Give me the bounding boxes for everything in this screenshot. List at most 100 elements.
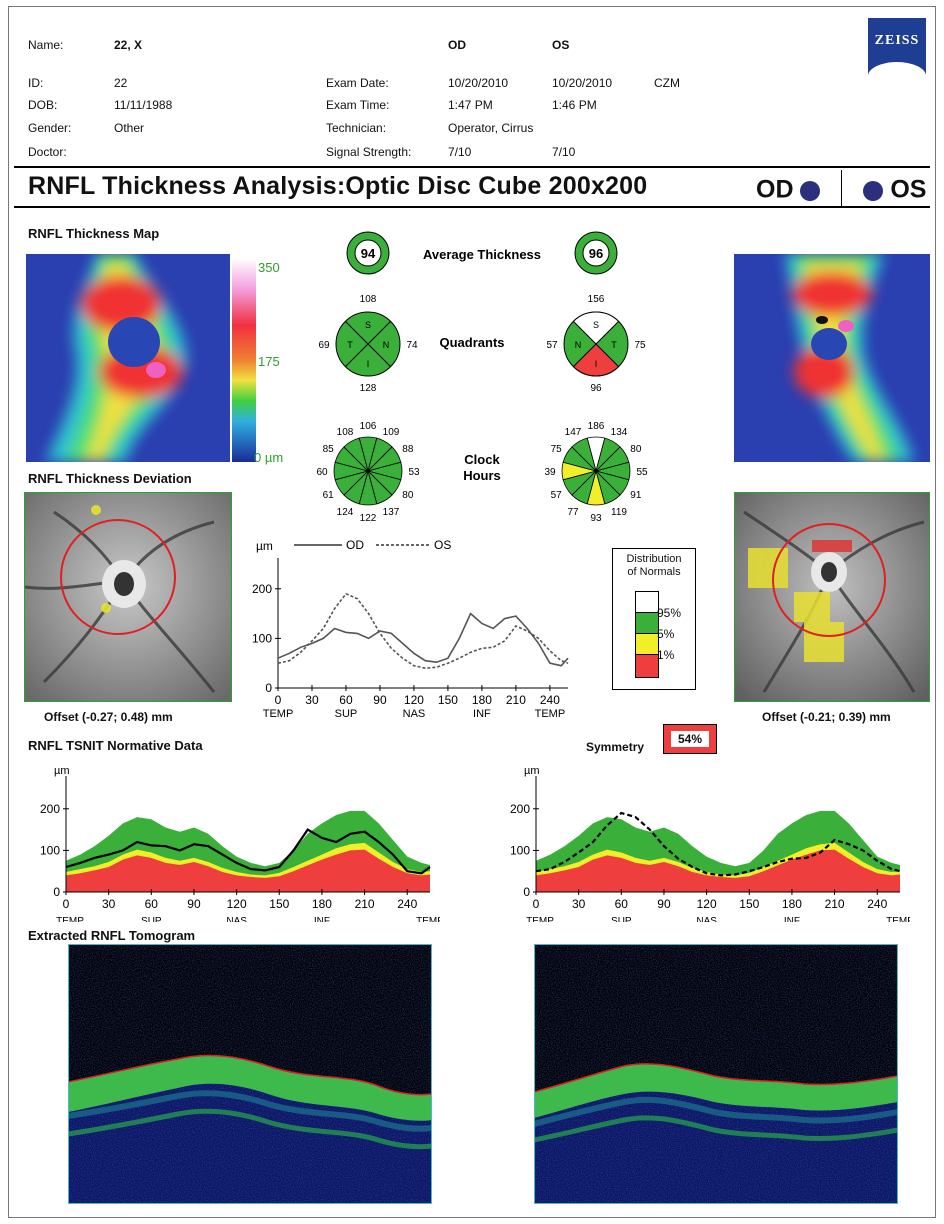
- os-quad-t-value: 75: [634, 340, 646, 351]
- compare-x-tick-label: 240: [540, 693, 560, 707]
- title-os: OS: [890, 175, 927, 204]
- os-norm-y-tick-label: 100: [510, 843, 530, 857]
- os-norm-x-tick-label: 30: [572, 897, 586, 911]
- legend-label-5: 5%: [657, 627, 675, 641]
- compare-y-tick-label: 0: [265, 681, 272, 695]
- os-norm-x-tick-label: 180: [782, 897, 802, 911]
- os-clock-value-5: 91: [630, 490, 642, 501]
- os-norm-region-label: TEMP: [886, 916, 910, 922]
- deviation-section-title: RNFL Thickness Deviation: [28, 471, 192, 486]
- od-clock-sector-12: [343, 437, 369, 473]
- title-od: OD: [756, 175, 794, 204]
- od-norm-region-label: TEMP: [56, 916, 84, 922]
- exam-date-label: Exam Date:: [326, 76, 389, 90]
- od-average-thickness-circle: 94: [346, 231, 390, 275]
- od-norm-x-tick-label: 60: [145, 897, 159, 911]
- os-dot-icon: [863, 181, 884, 201]
- os-clock-value-12: 147: [565, 427, 582, 438]
- os-norm-y-tick-label: 0: [523, 885, 530, 899]
- os-norm-x-tick-label: 0: [533, 897, 540, 911]
- scale-max-label: 350: [258, 260, 280, 275]
- technician-label: Technician:: [326, 121, 387, 135]
- os-clock-value-11: 75: [551, 444, 563, 455]
- os-norm-y-label: µm: [524, 765, 540, 777]
- compare-x-tick-label: 30: [305, 693, 319, 707]
- patient-gender: Other: [114, 121, 145, 135]
- patient-id: 22: [114, 76, 128, 90]
- os-norm-thickness-line: [535, 811, 901, 877]
- od-clock-value-5: 80: [402, 490, 414, 501]
- legend-title-2: of Normals: [627, 566, 681, 578]
- os-norm-x-tick-label: 240: [867, 897, 887, 911]
- center-diagrams: 94 Average Thickness 96 108 S T N I 69 7…: [316, 231, 648, 524]
- os-clock-value-9: 57: [551, 490, 563, 501]
- os-quad-n-value: 57: [546, 340, 558, 351]
- exam-time-label: Exam Time:: [326, 98, 390, 112]
- os-clock-value-3: 80: [630, 444, 642, 455]
- dob-label: DOB:: [28, 98, 58, 112]
- os-offset: Offset (-0.21; 0.39) mm: [762, 710, 891, 724]
- od-clock-value-1: 106: [360, 421, 377, 432]
- eye-indicator: OD OS: [756, 170, 927, 210]
- thickness-color-scale: [232, 258, 256, 462]
- od-quadrant-chart: 108 S T N I 69 74 128: [318, 294, 418, 394]
- legend-swatch-5: [635, 612, 659, 636]
- exam-date-os: 10/20/2010: [552, 76, 613, 90]
- od-clock-value-8: 124: [337, 507, 354, 518]
- report-frame: [8, 6, 936, 1218]
- compare-x-tick-label: 60: [339, 693, 353, 707]
- od-clock-value-7: 122: [360, 513, 377, 524]
- os-clock-value-10: 39: [544, 467, 556, 478]
- symmetry-badge: 54%: [663, 724, 717, 754]
- signal-os: 7/10: [552, 145, 576, 159]
- technician-value: Operator, Cirrus: [448, 121, 534, 135]
- os-average-thickness-value: 96: [589, 246, 603, 261]
- os-norm-region-label: INF: [784, 916, 800, 922]
- os-quadrant-chart: 156 S N T I 57 75 96: [546, 294, 646, 394]
- compare-od-line: [277, 612, 569, 667]
- legend-od-label: OD: [346, 538, 364, 552]
- od-clock-value-9: 61: [323, 490, 335, 501]
- gender-label: Gender:: [28, 121, 72, 135]
- od-norm-region-label: INF: [314, 916, 330, 922]
- od-deviation-image: [24, 492, 232, 702]
- svg-text:T: T: [347, 340, 353, 350]
- svg-text:S: S: [365, 320, 371, 330]
- od-clock-value-6: 137: [383, 507, 400, 518]
- legend-label-95: 95%: [657, 606, 682, 620]
- os-norm-region-label: NAS: [696, 916, 717, 922]
- svg-text:N: N: [383, 340, 390, 350]
- compare-y-label: µm: [256, 539, 273, 553]
- od-norm-x-tick-label: 0: [63, 897, 70, 911]
- title-bottom-rule: [14, 206, 930, 208]
- od-norm-region-label: TEMP: [416, 916, 440, 922]
- signal-label: Signal Strength:: [326, 145, 412, 159]
- od-header: OD: [448, 38, 466, 52]
- name-label: Name:: [28, 38, 64, 52]
- od-norm-y-tick-label: 100: [40, 843, 60, 857]
- od-clock-value-12: 108: [337, 427, 354, 438]
- od-clock-value-3: 88: [402, 444, 414, 455]
- compare-region-label: SUP: [335, 708, 358, 720]
- compare-region-label: NAS: [403, 708, 426, 720]
- doctor-label: Doctor:: [28, 145, 67, 159]
- legend-os-label: OS: [434, 538, 451, 552]
- od-tomogram: [68, 944, 432, 1204]
- svg-text:N: N: [575, 340, 582, 350]
- svg-text:I: I: [367, 359, 370, 369]
- od-norm-x-tick-label: 120: [227, 897, 247, 911]
- os-tsnit-normative-chart: µm 0 100 200 0 30 60 90 120 150 180 210 240 TEMP SUP NA…: [510, 765, 910, 922]
- od-clock-value-10: 60: [316, 467, 328, 478]
- os-norm-y-tick-label: 200: [510, 802, 530, 816]
- os-average-thickness-circle: 96: [574, 231, 618, 275]
- legend-title-1: Distribution: [626, 553, 682, 565]
- od-norm-y-tick-label: 200: [40, 802, 60, 816]
- scale-min-label: 0 µm: [254, 450, 284, 465]
- od-band-1: [66, 849, 430, 892]
- operator-code: CZM: [654, 76, 680, 90]
- os-norm-region-label: TEMP: [526, 916, 554, 922]
- od-norm-region-label: SUP: [141, 916, 162, 922]
- compare-region-label: INF: [473, 708, 491, 720]
- compare-x-tick-label: 0: [275, 693, 282, 707]
